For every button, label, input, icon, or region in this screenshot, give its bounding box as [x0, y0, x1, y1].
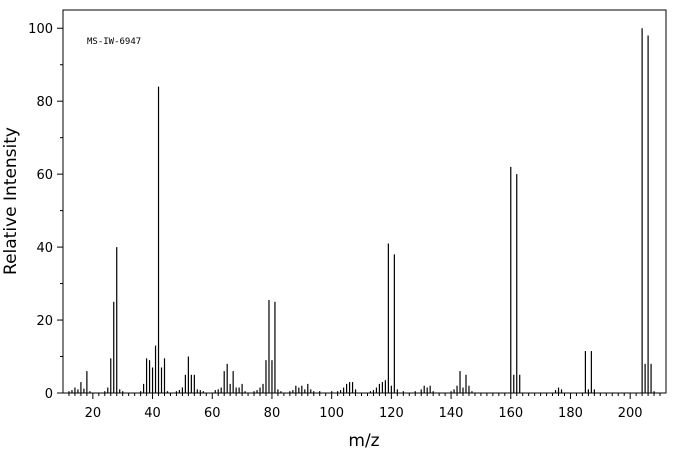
x-tick-label: 80 [264, 406, 281, 421]
y-tick-label: 20 [36, 314, 53, 329]
x-tick-label: 120 [379, 406, 404, 421]
spectrum-id-label: MS-IW-6947 [87, 37, 141, 47]
x-tick-label: 200 [618, 406, 643, 421]
y-tick-label: 0 [45, 387, 53, 402]
y-tick-label: 80 [36, 95, 53, 110]
x-tick-label: 40 [144, 406, 161, 421]
x-axis-label: m/z [348, 431, 379, 451]
x-tick-label: 60 [204, 406, 221, 421]
x-tick-label: 180 [558, 406, 583, 421]
x-tick-label: 160 [498, 406, 523, 421]
plot-frame [62, 9, 667, 394]
x-axis-ticks: 20 40 60 80 100 120 140 160 180 200 [68, 393, 661, 421]
y-tick-label: 100 [28, 22, 53, 37]
x-tick-label: 140 [439, 406, 464, 421]
y-tick-label: 60 [36, 168, 53, 183]
y-axis-ticks: 0 20 40 60 80 100 [28, 22, 63, 402]
y-tick-label: 40 [36, 241, 53, 256]
peak-lines [68, 28, 655, 393]
y-axis-label: Relative Intensity [1, 127, 21, 275]
x-tick-label: 100 [319, 406, 344, 421]
x-tick-label: 20 [85, 406, 102, 421]
